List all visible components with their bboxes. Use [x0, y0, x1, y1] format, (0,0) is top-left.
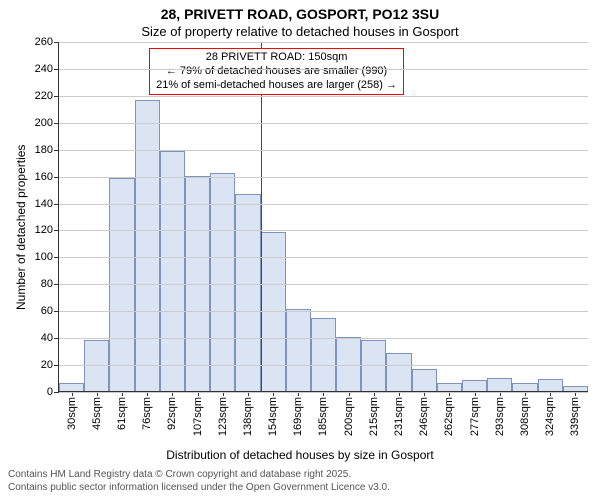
gridline-h — [59, 230, 588, 231]
annotation-line2: ← 79% of detached houses are smaller (99… — [156, 65, 397, 79]
y-tick-label: 40 — [41, 332, 53, 344]
y-tick-mark — [54, 123, 59, 124]
y-tick-mark — [54, 365, 59, 366]
gridline-h — [59, 96, 588, 97]
y-tick-label: 20 — [41, 359, 53, 371]
x-tick-label: 123sqm — [217, 397, 229, 436]
x-tick-label: 76sqm — [141, 397, 153, 430]
bar — [235, 194, 260, 391]
y-tick-label: 0 — [47, 386, 53, 398]
x-tick-label: 277sqm — [469, 397, 481, 436]
x-tick-label: 45sqm — [91, 397, 103, 430]
x-tick-label: 92sqm — [166, 397, 178, 430]
x-tick-label: 61sqm — [116, 397, 128, 430]
x-tick-label: 246sqm — [418, 397, 430, 436]
gridline-h — [59, 150, 588, 151]
gridline-h — [59, 123, 588, 124]
bar — [135, 100, 160, 391]
y-tick-label: 220 — [35, 90, 53, 102]
gridline-h — [59, 392, 588, 393]
y-axis-label: Number of detached properties — [14, 145, 28, 310]
bar — [512, 383, 537, 391]
gridline-h — [59, 338, 588, 339]
gridline-h — [59, 311, 588, 312]
y-tick-label: 240 — [35, 63, 53, 75]
bar — [437, 383, 462, 391]
footer-attribution: Contains HM Land Registry data © Crown c… — [8, 469, 390, 494]
x-tick-label: 215sqm — [368, 397, 380, 436]
gridline-h — [59, 365, 588, 366]
y-tick-mark — [54, 257, 59, 258]
y-tick-label: 120 — [35, 224, 53, 236]
bar — [538, 379, 563, 391]
x-tick-label: 107sqm — [192, 397, 204, 436]
bar — [311, 318, 336, 391]
x-tick-label: 293sqm — [494, 397, 506, 436]
bar — [412, 369, 437, 391]
chart-title-main: 28, PRIVETT ROAD, GOSPORT, PO12 3SU — [0, 6, 600, 22]
bar — [487, 378, 512, 391]
bar — [386, 353, 411, 391]
y-tick-mark — [54, 392, 59, 393]
annotation-line3: 21% of semi-detached houses are larger (… — [156, 79, 397, 93]
chart-title-sub: Size of property relative to detached ho… — [0, 24, 600, 39]
y-tick-mark — [54, 150, 59, 151]
bar — [160, 151, 185, 391]
bar — [59, 383, 84, 391]
bar — [462, 380, 487, 391]
y-tick-mark — [54, 311, 59, 312]
y-tick-mark — [54, 230, 59, 231]
annotation-line1: 28 PRIVETT ROAD: 150sqm — [156, 51, 397, 65]
y-tick-mark — [54, 96, 59, 97]
x-tick-label: 262sqm — [443, 397, 455, 436]
y-tick-mark — [54, 69, 59, 70]
x-tick-label: 200sqm — [343, 397, 355, 436]
bar — [286, 309, 311, 391]
x-axis-label: Distribution of detached houses by size … — [0, 448, 600, 462]
plot-area: 30sqm45sqm61sqm76sqm92sqm107sqm123sqm138… — [58, 42, 588, 392]
gridline-h — [59, 257, 588, 258]
x-tick-label: 154sqm — [267, 397, 279, 436]
x-tick-label: 185sqm — [317, 397, 329, 436]
y-tick-label: 180 — [35, 144, 53, 156]
bar — [210, 173, 235, 391]
gridline-h — [59, 42, 588, 43]
y-tick-label: 80 — [41, 278, 53, 290]
y-tick-label: 200 — [35, 117, 53, 129]
x-tick-label: 231sqm — [393, 397, 405, 436]
x-tick-label: 30sqm — [66, 397, 78, 430]
y-tick-mark — [54, 42, 59, 43]
y-tick-label: 140 — [35, 198, 53, 210]
x-tick-label: 169sqm — [292, 397, 304, 436]
gridline-h — [59, 284, 588, 285]
gridline-h — [59, 177, 588, 178]
y-tick-label: 160 — [35, 171, 53, 183]
gridline-h — [59, 204, 588, 205]
y-tick-mark — [54, 338, 59, 339]
gridline-h — [59, 69, 588, 70]
x-tick-label: 324sqm — [544, 397, 556, 436]
y-tick-label: 260 — [35, 36, 53, 48]
annotation-box: 28 PRIVETT ROAD: 150sqm ← 79% of detache… — [149, 48, 404, 95]
chart-container: 28, PRIVETT ROAD, GOSPORT, PO12 3SU Size… — [0, 0, 600, 500]
y-tick-label: 60 — [41, 305, 53, 317]
y-tick-mark — [54, 204, 59, 205]
y-tick-mark — [54, 177, 59, 178]
x-tick-label: 308sqm — [519, 397, 531, 436]
y-tick-label: 100 — [35, 251, 53, 263]
x-tick-label: 339sqm — [569, 397, 581, 436]
y-tick-mark — [54, 284, 59, 285]
x-tick-label: 138sqm — [242, 397, 254, 436]
